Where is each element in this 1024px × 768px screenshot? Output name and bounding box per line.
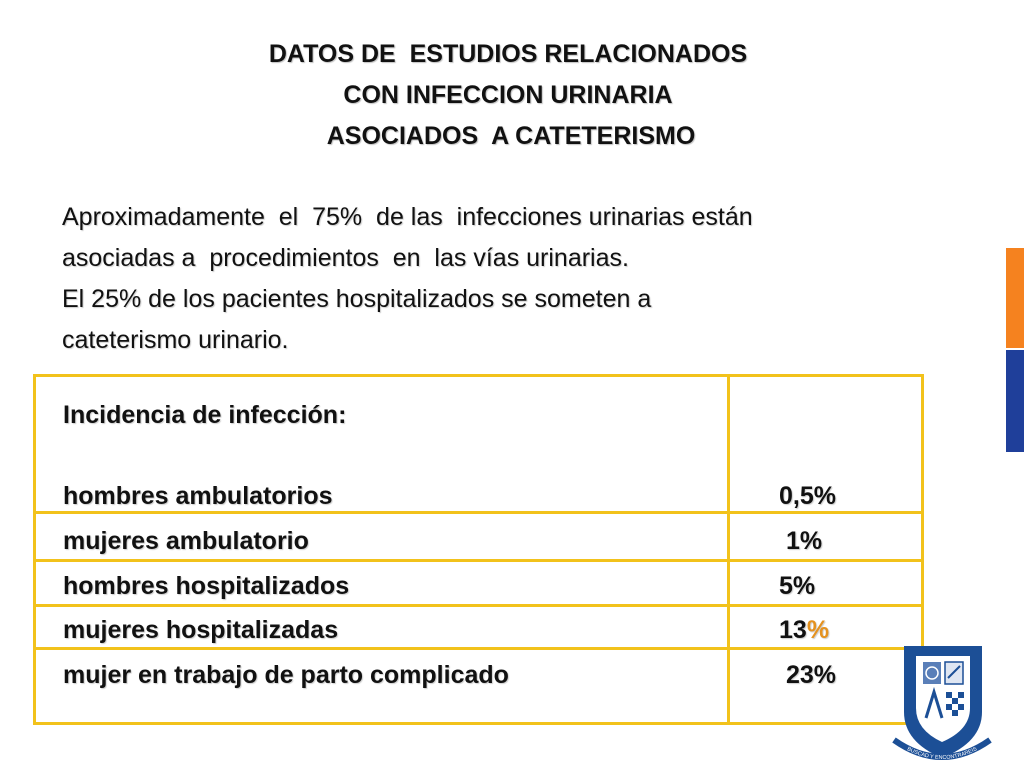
logo-checker xyxy=(946,692,964,716)
row-label-mujer-parto-complicado: mujer en trabajo de parto complicado xyxy=(63,661,509,689)
intro-line-3: El 25% de los pacientes hospitalizados s… xyxy=(62,285,652,313)
row-value-hombres-ambulatorios: 0,5% xyxy=(779,482,836,510)
logo-quadrant-1 xyxy=(923,662,941,684)
title-line-2: CON INFECCION URINARIA xyxy=(343,81,673,109)
row-label-hombres-hospitalizados: hombres hospitalizados xyxy=(63,572,350,600)
logo-compass-icon xyxy=(924,686,944,719)
table-column-divider xyxy=(727,377,730,722)
title-line-1: DATOS DE ESTUDIOS RELACIONADOS xyxy=(268,40,748,68)
title-line-3: ASOCIADOS A CATETERISMO xyxy=(320,122,696,150)
side-accent-blue xyxy=(1006,350,1024,452)
table-row-divider xyxy=(36,647,921,650)
logo-ribbon xyxy=(892,737,992,760)
table-row-divider xyxy=(36,559,921,562)
incidence-table: Incidencia de infección: hombres ambulat… xyxy=(33,374,924,725)
value-percent-sign: % xyxy=(806,616,830,644)
intro-paragraph: Aproximadamente el 75% de las infeccione… xyxy=(62,197,942,361)
table-row-divider xyxy=(36,511,921,514)
row-value-hombres-hospitalizados: 5% xyxy=(779,572,816,600)
side-accent-orange xyxy=(1006,248,1024,348)
row-value-mujeres-hospitalizadas: 13% xyxy=(779,616,829,645)
intro-line-4: cateterismo urinario. xyxy=(62,326,289,354)
table-row-divider xyxy=(36,604,921,607)
row-label-hombres-ambulatorios: hombres ambulatorios xyxy=(63,482,333,510)
value-number: 13 xyxy=(779,616,807,644)
university-logo: BUSCAD Y ENCONTRAREIS xyxy=(892,646,992,761)
logo-book-icon xyxy=(947,665,961,679)
row-label-mujeres-ambulatorio: mujeres ambulatorio xyxy=(63,527,309,555)
logo-figure-icon xyxy=(925,666,939,680)
slide-title: DATOS DE ESTUDIOS RELACIONADOS CON INFEC… xyxy=(0,34,1016,157)
row-value-mujer-parto-complicado: 23% xyxy=(779,661,836,689)
intro-line-2: asociadas a procedimientos en las vías u… xyxy=(62,244,629,272)
row-value-mujeres-ambulatorio: 1% xyxy=(779,527,823,555)
row-label-mujeres-hospitalizadas: mujeres hospitalizadas xyxy=(63,616,339,644)
intro-line-1: Aproximadamente el 75% de las infeccione… xyxy=(62,203,753,231)
table-heading: Incidencia de infección: xyxy=(63,401,347,429)
